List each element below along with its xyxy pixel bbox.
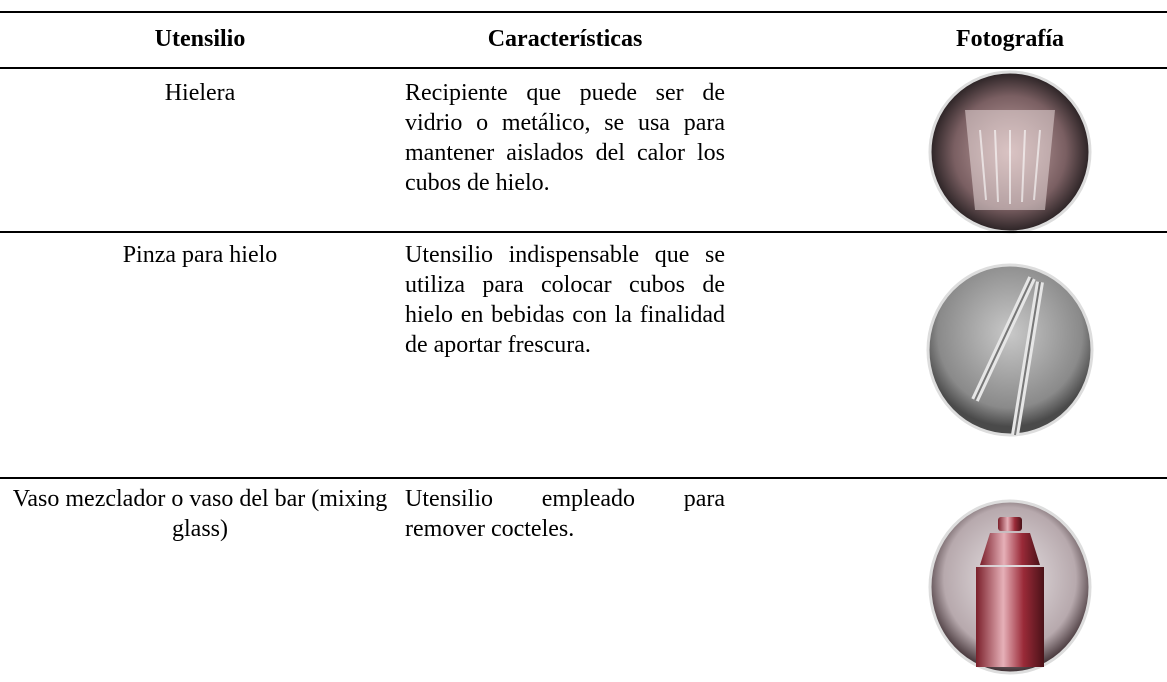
photo-mixing-glass xyxy=(928,499,1092,675)
column-header: Utensilio xyxy=(154,26,246,52)
utensil-description: Utensilio indispensable que se utiliza p… xyxy=(405,242,725,358)
utensil-name: Pinza para hielo xyxy=(122,242,278,268)
column-header: Fotografía xyxy=(956,26,1064,52)
photo-ice-tongs xyxy=(926,263,1094,437)
row-rule xyxy=(0,477,1167,479)
utensil-description: Utensilio empleado para remover cocteles… xyxy=(405,486,725,542)
header-rule xyxy=(0,67,1167,69)
utensil-name: Vaso mezclador o vaso del bar (mixing gl… xyxy=(12,486,388,542)
table-top-rule xyxy=(0,11,1167,13)
photo-ice-bucket xyxy=(928,70,1092,234)
row-rule xyxy=(0,231,1167,233)
utensil-name: Hielera xyxy=(164,80,236,106)
utensil-description: Recipiente que puede ser de vidrio o met… xyxy=(405,80,725,196)
column-header: Características xyxy=(487,26,643,52)
